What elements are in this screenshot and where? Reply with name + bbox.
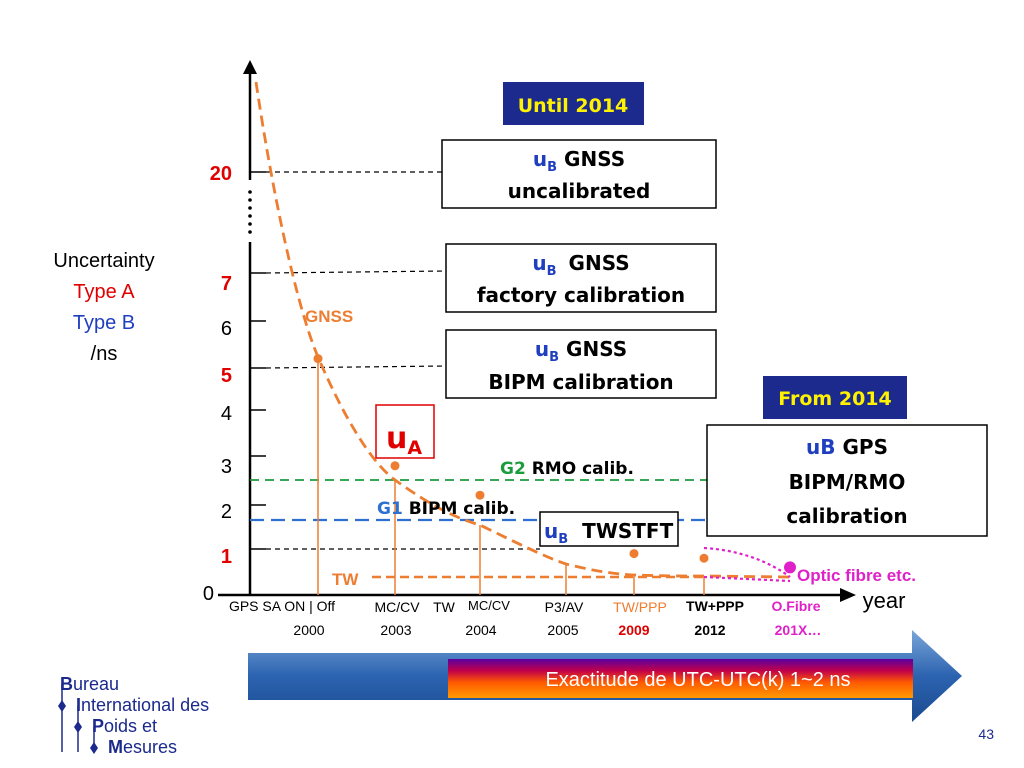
- ref-line-5: [265, 365, 447, 369]
- ytick-3: 3: [221, 456, 232, 478]
- ub-gps-bipm-rmo-box: [706, 424, 988, 537]
- ua-label: uA: [386, 421, 422, 459]
- g2-label: G2 RMO calib.: [500, 459, 634, 479]
- svg-text:Until 2014: Until 2014: [518, 95, 629, 117]
- ub-gnss-uncalibrated-box: [441, 139, 717, 209]
- svg-text:Type B: Type B: [73, 312, 135, 334]
- event-label: MC/CV: [374, 599, 420, 615]
- svg-text:Bureau: Bureau: [60, 674, 119, 694]
- y-ticks: [250, 171, 266, 550]
- ytick-4: 4: [221, 403, 232, 425]
- ub-twstft-box: [539, 511, 679, 547]
- y-axis: [243, 60, 257, 595]
- event-label: TW/PPP: [613, 599, 667, 615]
- ref-line-7: [265, 270, 447, 274]
- slide-number: 43: [978, 726, 994, 742]
- data-point-201X: [784, 561, 796, 574]
- event-year: 2003: [380, 622, 411, 638]
- accuracy-banner-text: Exactitude de UTC-UTC(k) 1~2 ns: [545, 669, 850, 691]
- event-year: 2005: [547, 622, 578, 638]
- event-label: GPS SA ON | Off: [229, 598, 335, 614]
- svg-text:/ns: /ns: [91, 343, 118, 365]
- ytick-6: 6: [221, 318, 232, 340]
- event-year: 2009: [618, 622, 649, 638]
- event-year: 201X…: [775, 622, 822, 638]
- ytick-7: 7: [221, 273, 232, 295]
- x-axis: [218, 588, 856, 602]
- event-year: 2000: [293, 622, 324, 638]
- event-label: P3/AV: [545, 599, 584, 615]
- ub-gnss-factory-box: [445, 243, 717, 313]
- g1-label: G1 BIPM calib.: [377, 499, 515, 519]
- ytick-2: 2: [221, 501, 232, 523]
- svg-text:BIPM/RMO: BIPM/RMO: [789, 470, 906, 494]
- svg-text:Poids et: Poids et: [92, 716, 157, 736]
- y-tick-labels: 20 7 6 5 4 3 2 1 0: [203, 163, 232, 605]
- ytick-5: 5: [221, 365, 232, 387]
- data-point-2012: [699, 553, 709, 563]
- svg-text:Uncertainty: Uncertainty: [53, 250, 154, 272]
- event-label: TW: [433, 599, 456, 615]
- svg-text:BIPM calibration: BIPM calibration: [488, 370, 673, 394]
- data-point-2004: [475, 490, 485, 500]
- svg-text:uncalibrated: uncalibrated: [508, 179, 651, 203]
- data-point-2009: [629, 549, 639, 559]
- ua-box: [375, 404, 435, 459]
- event-label: TW+PPP: [686, 598, 744, 614]
- event-label: O.Fibre: [771, 598, 820, 614]
- optic-fibre-curve: [703, 546, 791, 578]
- ytick-20: 20: [210, 163, 232, 185]
- tw-curve-label: TW: [332, 570, 359, 589]
- until-2014-tag: [503, 82, 644, 125]
- from-2014-tag: [763, 376, 907, 419]
- svg-text:calibration: calibration: [786, 504, 907, 528]
- data-point-2000: [313, 354, 323, 364]
- svg-text:International des: International des: [76, 695, 209, 715]
- ua-curve: [254, 81, 791, 579]
- event-label: MC/CV: [468, 598, 510, 613]
- svg-text:From 2014: From 2014: [778, 388, 891, 410]
- event-year: 2004: [465, 622, 496, 638]
- x-event-labels: GPS SA ON | Off 2000 MC/CV 2003 TW MC/CV…: [229, 598, 821, 638]
- optic-fibre-line: [703, 575, 791, 583]
- y-axis-label: Uncertainty Type A Type B /ns: [53, 250, 154, 365]
- bipm-logo: Bureau International des Poids et Mesure…: [58, 674, 209, 757]
- svg-text:Mesures: Mesures: [108, 737, 177, 757]
- svg-text:factory calibration: factory calibration: [477, 283, 685, 307]
- x-axis-label: year: [863, 588, 906, 613]
- reference-lines: [265, 171, 540, 550]
- axis-break-dots: [248, 190, 252, 234]
- ytick-0: 0: [203, 583, 214, 605]
- ub-gnss-bipm-box: [445, 329, 717, 399]
- event-drop-lines: [317, 357, 705, 595]
- ytick-1: 1: [221, 546, 232, 568]
- accuracy-banner: [448, 659, 913, 698]
- svg-text:Type A: Type A: [73, 281, 135, 303]
- event-year: 2012: [694, 622, 725, 638]
- data-point-2003: [390, 461, 400, 471]
- gnss-curve-label: GNSS: [305, 307, 353, 326]
- optic-label: Optic fibre etc.: [797, 566, 916, 585]
